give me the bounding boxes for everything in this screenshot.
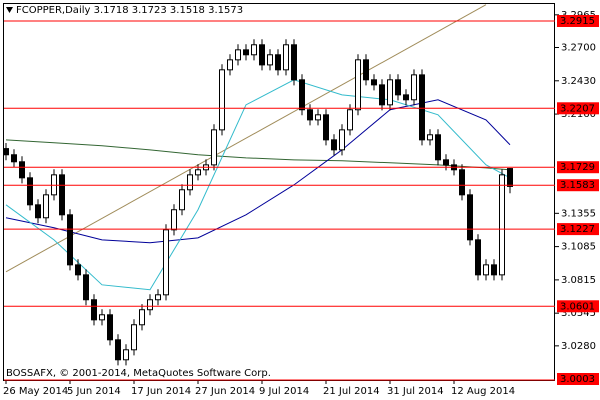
y-tick-label: 3.0815 [561, 275, 596, 286]
candle-body [195, 169, 201, 176]
candle-body [3, 148, 9, 156]
candle-body [459, 169, 465, 196]
level-label: 3.1729 [560, 162, 595, 173]
overlay-line [5, 4, 487, 273]
y-tick-label: 3.1355 [561, 208, 596, 219]
candle-body [243, 49, 249, 56]
candle-body [291, 44, 297, 81]
candle-body [251, 44, 257, 56]
candle-body [347, 109, 353, 131]
candle-body [395, 79, 401, 96]
candle-body [155, 294, 161, 301]
x-tick-label: 9 Jul 2014 [259, 386, 309, 397]
candle-body [59, 174, 65, 216]
candle-body [67, 214, 73, 266]
candle-body [187, 174, 193, 191]
candle-body [339, 129, 345, 151]
level-label-box [557, 179, 599, 192]
candle-body [91, 299, 97, 321]
y-tick-label: 3.2160 [561, 109, 596, 120]
candle-body [507, 168, 513, 187]
level-label-box [557, 14, 599, 27]
x-tick-label: 27 Jun 2014 [195, 386, 255, 397]
candle-body [107, 314, 113, 341]
candle-body [27, 177, 33, 206]
candle-body [363, 59, 369, 81]
overlay-line [5, 99, 511, 244]
candle-body [491, 264, 497, 276]
level-label: 3.2207 [560, 103, 595, 114]
x-tick-label: 31 Jul 2014 [387, 386, 444, 397]
candle-body [315, 114, 321, 121]
candle-body [11, 154, 17, 163]
level-label-box [557, 102, 599, 115]
candle-body [179, 189, 185, 211]
candle-body [411, 74, 417, 101]
level-label: 3.0601 [560, 301, 595, 312]
candle-body [419, 74, 425, 141]
candle-body [35, 204, 41, 219]
candle-body [283, 44, 289, 71]
overlay-line [5, 79, 511, 291]
candle-body [403, 94, 409, 101]
candle-body [171, 209, 177, 231]
candle-body [147, 299, 153, 311]
y-tick-label: 3.0280 [561, 341, 596, 352]
candle-body [443, 159, 449, 166]
y-tick-label: 3.0545 [561, 308, 596, 319]
x-tick-label: 21 Jul 2014 [323, 386, 380, 397]
x-tick-label: 26 May 2014 [3, 386, 68, 397]
candle-body [379, 84, 385, 106]
copyright: BOSSAFX, © 2001-2014, MetaQuotes Softwar… [6, 368, 271, 379]
level-label-box [557, 223, 599, 236]
candle-body [211, 129, 217, 166]
candle-body [235, 49, 241, 61]
level-label: 3.0003 [560, 374, 595, 385]
candle-body [139, 309, 145, 326]
candle-body [467, 194, 473, 241]
y-tick-label: 3.2700 [561, 43, 596, 54]
candle-body [483, 264, 489, 276]
candle-body [331, 139, 337, 151]
level-label: 3.1227 [560, 224, 595, 235]
level-label: 3.1583 [560, 180, 595, 191]
candle-body [219, 69, 225, 131]
candle-body [131, 324, 137, 351]
x-tick-label: 12 Aug 2014 [451, 386, 515, 397]
candle-body [99, 314, 105, 321]
candle-body [499, 174, 505, 276]
level-label-box [557, 161, 599, 174]
x-tick-label: 17 Jun 2014 [131, 386, 191, 397]
y-tick-label: 3.2430 [561, 76, 596, 87]
candle-body [163, 229, 169, 296]
candle-body [371, 79, 377, 86]
candle-body [123, 349, 129, 361]
candle-body [323, 114, 329, 141]
symbol-icon [6, 7, 13, 13]
candle-body [435, 134, 441, 161]
candle-body [387, 79, 393, 106]
level-label: 3.2915 [560, 16, 595, 27]
candle-body [427, 134, 433, 141]
candle-body [227, 59, 233, 71]
candle-body [355, 59, 361, 111]
candle-body [267, 54, 273, 66]
candle-body [75, 264, 81, 276]
candle-body [275, 54, 281, 71]
candle-body [475, 239, 481, 276]
candle-body [307, 109, 313, 121]
y-tick-label: 3.1085 [561, 242, 596, 253]
candle-body [259, 44, 265, 66]
candle-body [115, 339, 121, 361]
candle-body [19, 161, 25, 179]
candle-body [43, 194, 49, 219]
level-label-box [557, 373, 599, 385]
candle-body [299, 79, 305, 111]
level-label-box [557, 300, 599, 313]
chart-title: FCOPPER,Daily 3.1718 3.1723 3.1518 3.157… [16, 5, 243, 16]
x-tick-label: 5 Jun 2014 [67, 386, 121, 397]
candle-body [83, 274, 89, 301]
